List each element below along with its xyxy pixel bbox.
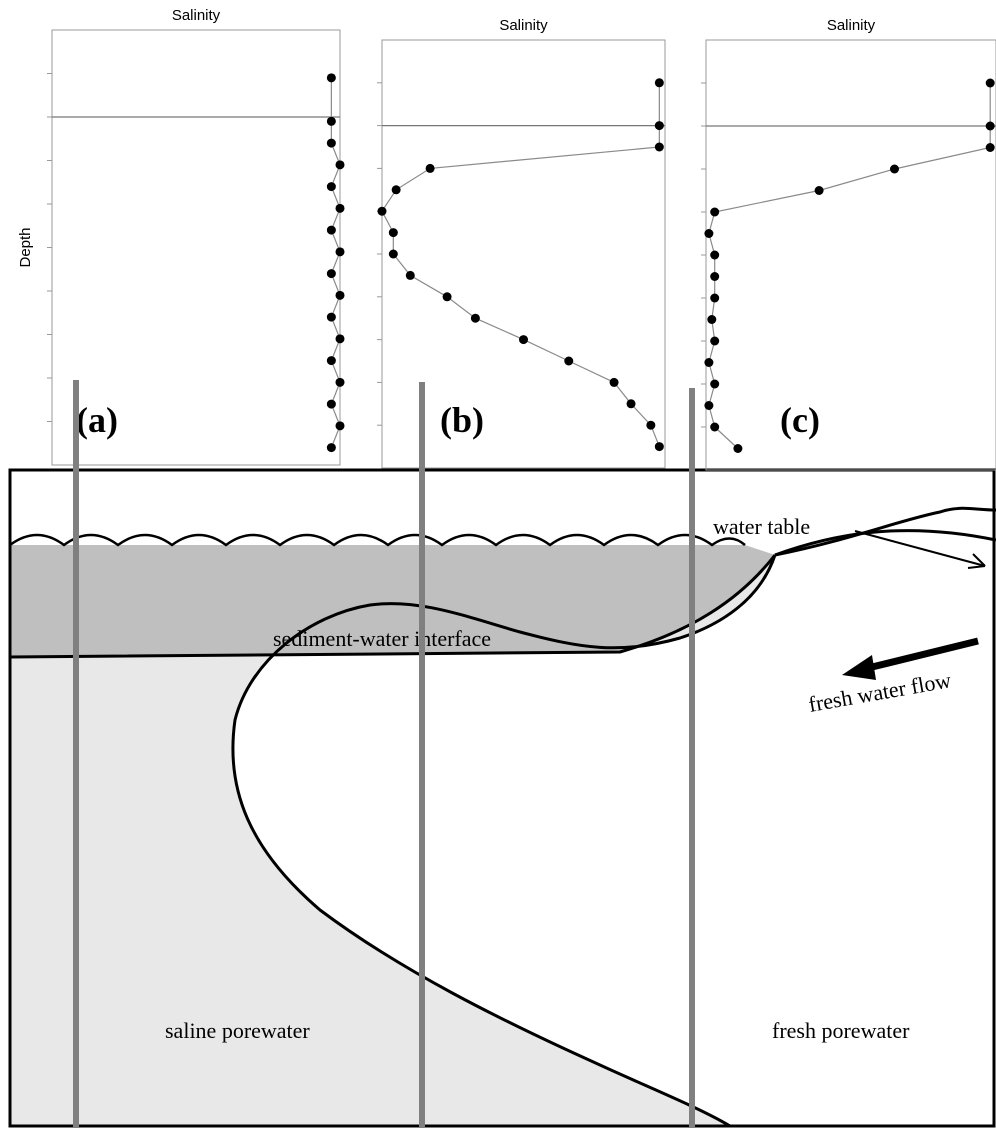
data-point bbox=[392, 185, 401, 194]
data-point bbox=[704, 401, 713, 410]
data-point bbox=[710, 423, 719, 432]
data-point bbox=[336, 421, 345, 430]
figure: water table sediment-water interface fre… bbox=[0, 0, 996, 1128]
data-point bbox=[707, 315, 716, 324]
data-point bbox=[890, 165, 899, 174]
data-point bbox=[336, 378, 345, 387]
data-point bbox=[655, 78, 664, 87]
data-point bbox=[986, 79, 995, 88]
saline-label: saline porewater bbox=[165, 1018, 310, 1043]
data-point bbox=[327, 73, 336, 82]
data-point bbox=[610, 378, 619, 387]
data-point bbox=[627, 399, 636, 408]
data-point bbox=[986, 143, 995, 152]
data-point bbox=[426, 164, 435, 173]
data-point bbox=[327, 356, 336, 365]
data-point bbox=[710, 337, 719, 346]
data-point bbox=[646, 421, 655, 430]
data-point bbox=[406, 271, 415, 280]
data-point bbox=[655, 143, 664, 152]
data-point bbox=[336, 247, 345, 256]
profile-chart: Salinity Depth (a) bbox=[17, 7, 345, 465]
data-point bbox=[327, 182, 336, 191]
panel-label: (a) bbox=[76, 400, 118, 440]
data-point bbox=[327, 400, 336, 409]
panel-label: (c) bbox=[780, 400, 820, 440]
data-point bbox=[519, 335, 528, 344]
data-point bbox=[655, 442, 664, 451]
data-point bbox=[815, 186, 824, 195]
data-point bbox=[710, 208, 719, 217]
data-point bbox=[710, 272, 719, 281]
data-point bbox=[710, 251, 719, 260]
data-point bbox=[327, 139, 336, 148]
diagram: water table sediment-water interface fre… bbox=[10, 470, 996, 1126]
data-point bbox=[389, 228, 398, 237]
fresh-label: fresh porewater bbox=[772, 1018, 910, 1043]
data-point bbox=[327, 443, 336, 452]
profile-chart: Salinity (c) bbox=[701, 17, 996, 470]
data-point bbox=[704, 229, 713, 238]
profile-line bbox=[709, 83, 990, 449]
data-point bbox=[986, 122, 995, 131]
plot-frame bbox=[706, 40, 996, 470]
profile-line bbox=[331, 78, 340, 448]
data-point bbox=[704, 358, 713, 367]
data-point bbox=[443, 292, 452, 301]
data-point bbox=[336, 204, 345, 213]
interface-label: sediment-water interface bbox=[273, 626, 491, 651]
water-table-label: water table bbox=[713, 514, 810, 539]
data-point bbox=[336, 334, 345, 343]
chart-title: Salinity bbox=[499, 17, 548, 34]
data-point bbox=[378, 207, 387, 216]
chart-title: Salinity bbox=[827, 17, 876, 34]
data-point bbox=[655, 121, 664, 130]
data-point bbox=[710, 380, 719, 389]
panel-label: (b) bbox=[440, 400, 484, 440]
data-point bbox=[471, 314, 480, 323]
data-point bbox=[327, 117, 336, 126]
data-point bbox=[336, 160, 345, 169]
data-point bbox=[733, 444, 742, 453]
data-point bbox=[564, 357, 573, 366]
data-point bbox=[336, 291, 345, 300]
data-point bbox=[389, 250, 398, 259]
chart-title: Salinity bbox=[172, 7, 221, 24]
data-point bbox=[327, 226, 336, 235]
y-axis-label: Depth bbox=[17, 227, 34, 267]
profiles: Salinity Depth (a) Salinity (b) Salinity (c) bbox=[17, 7, 996, 470]
data-point bbox=[327, 269, 336, 278]
data-point bbox=[327, 313, 336, 322]
data-point bbox=[710, 294, 719, 303]
